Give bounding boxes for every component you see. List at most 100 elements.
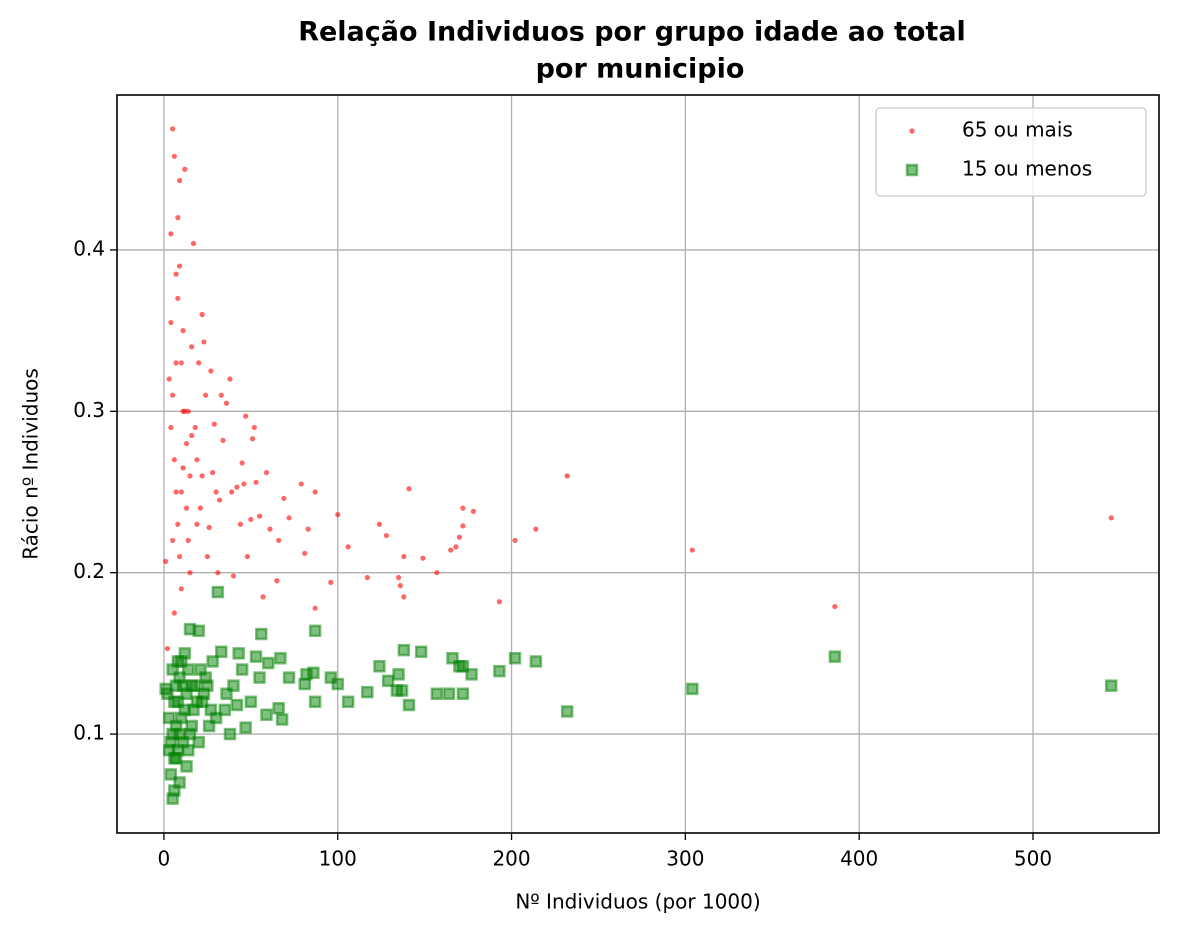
data-point [308, 624, 322, 638]
data-point [185, 537, 191, 544]
x-tick-label: 0 [158, 847, 171, 871]
data-point [213, 489, 219, 495]
data-point [402, 698, 416, 712]
data-point [248, 516, 254, 523]
data-point [162, 711, 176, 725]
data-point [286, 515, 292, 521]
data-point [199, 473, 205, 479]
data-point [453, 660, 466, 673]
data-point [239, 460, 245, 466]
data-point [244, 695, 258, 709]
data-point [196, 360, 202, 366]
data-point [220, 687, 233, 700]
data-point [244, 553, 250, 560]
data-point [512, 537, 518, 544]
data-point [276, 537, 282, 544]
data-point [199, 671, 212, 684]
data-point [406, 486, 412, 492]
legend-marker [905, 163, 919, 177]
data-point [187, 473, 193, 479]
data-point [401, 594, 407, 600]
data-point [564, 473, 570, 479]
data-point [237, 521, 244, 527]
data-point [182, 663, 195, 676]
data-point [162, 743, 176, 757]
data-point [171, 610, 177, 616]
x-tick-label: 200 [492, 847, 530, 871]
data-point [211, 421, 217, 427]
data-point [201, 339, 207, 345]
legend-box [875, 107, 1147, 197]
plot-frame [116, 94, 1160, 834]
data-point [209, 470, 216, 476]
data-point [175, 215, 181, 221]
data-point [176, 177, 183, 184]
data-point [187, 570, 193, 576]
data-point [493, 664, 506, 678]
data-point [390, 684, 404, 697]
data-point [189, 432, 195, 439]
data-point [169, 679, 183, 692]
data-point [361, 685, 374, 699]
data-point [180, 465, 186, 471]
data-point [194, 521, 200, 527]
data-point [235, 663, 249, 676]
data-point [194, 457, 200, 463]
data-point [176, 735, 190, 749]
data-point [533, 526, 539, 532]
data-point [234, 484, 240, 490]
x-tick-label: 400 [840, 847, 878, 871]
data-point [170, 392, 176, 398]
data-point [171, 655, 185, 668]
data-point [183, 440, 190, 447]
data-point [274, 578, 280, 584]
data-point [376, 521, 383, 527]
data-point [414, 645, 428, 659]
chart-title: por municipio [536, 54, 745, 85]
data-point [178, 586, 184, 592]
data-point [312, 489, 318, 495]
data-point [305, 526, 311, 532]
data-point [341, 695, 355, 709]
data-point [267, 526, 273, 532]
data-point [446, 651, 459, 665]
data-point [215, 570, 221, 576]
data-point [197, 687, 211, 700]
data-point [241, 481, 247, 487]
data-point [190, 695, 204, 709]
data-point [260, 594, 266, 600]
data-point [281, 495, 287, 502]
legend-marker [909, 128, 915, 134]
data-point [223, 727, 237, 741]
data-point [460, 523, 466, 529]
data-point [529, 655, 543, 668]
data-point [182, 166, 188, 172]
data-point [230, 573, 237, 579]
data-point [168, 319, 174, 326]
data-point [263, 470, 270, 476]
data-point [832, 603, 838, 610]
data-point [170, 126, 176, 132]
data-point [204, 553, 210, 560]
data-point [448, 547, 454, 553]
data-point [173, 271, 179, 277]
y-tick-label: 0.4 [73, 236, 105, 260]
data-point [470, 508, 476, 514]
data-point [229, 489, 235, 495]
data-point [170, 537, 176, 544]
data-point [168, 424, 174, 431]
data-point [168, 695, 181, 709]
data-point [397, 583, 403, 589]
data-point [1108, 515, 1114, 521]
data-point [560, 705, 574, 718]
data-point [232, 647, 245, 660]
data-point [173, 489, 179, 495]
data-point [312, 605, 318, 611]
data-point [168, 231, 174, 237]
y-tick-label: 0.1 [73, 721, 105, 745]
data-point [176, 263, 183, 269]
data-point [183, 622, 197, 636]
data-point [508, 651, 522, 665]
data-point [308, 695, 322, 709]
data-point [220, 437, 226, 443]
